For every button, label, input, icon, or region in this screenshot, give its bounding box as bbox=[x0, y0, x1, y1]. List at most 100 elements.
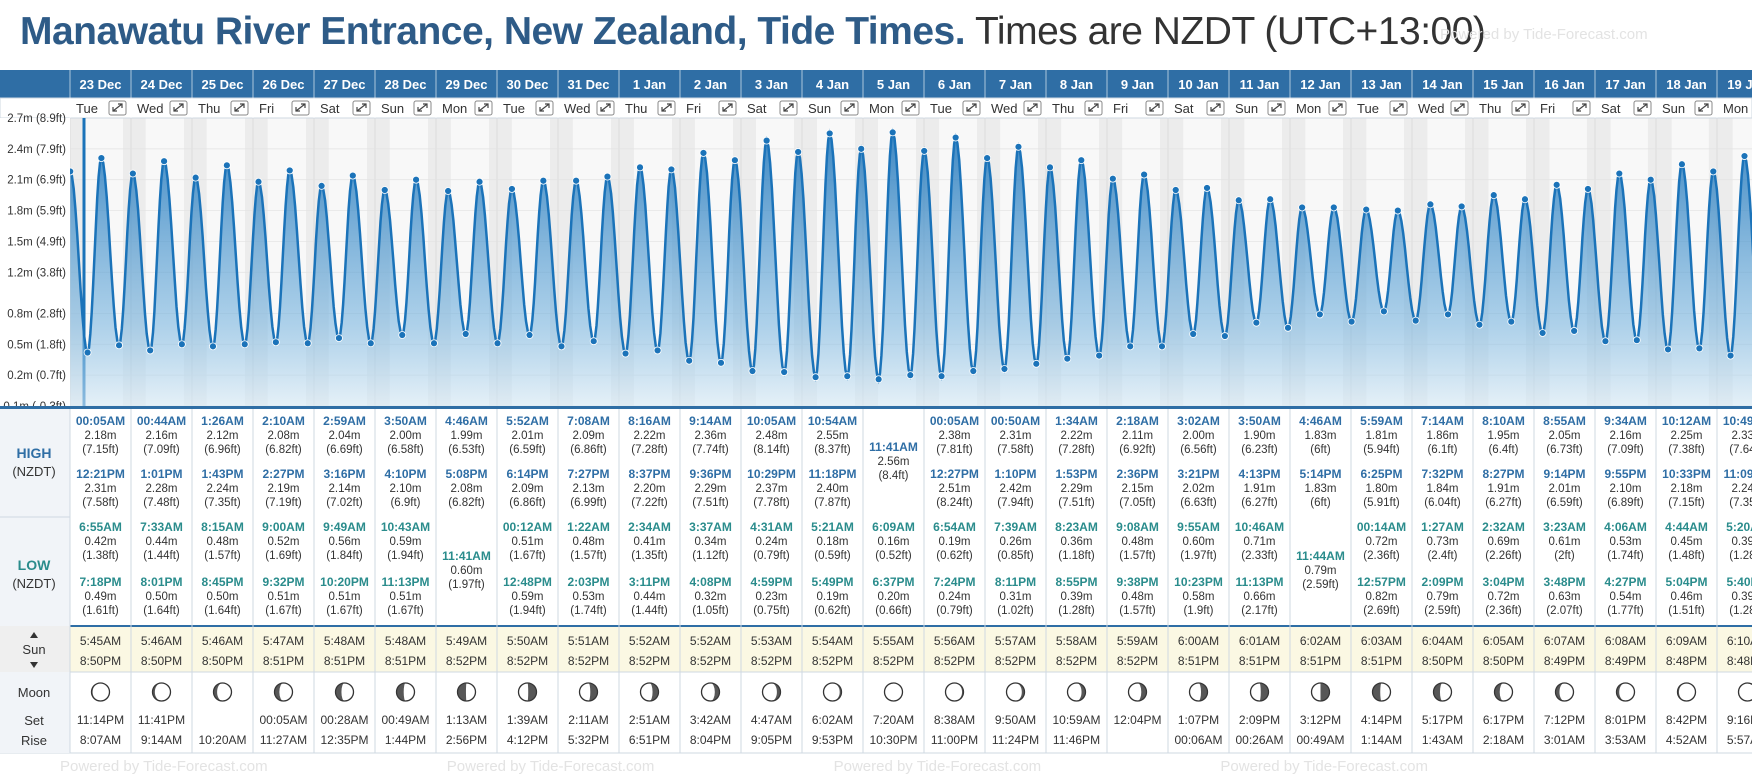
moonrise-time: 9:53PM bbox=[812, 733, 853, 747]
date-label: 13 Jan bbox=[1361, 77, 1402, 92]
low-tide-time: 5:40PM bbox=[1726, 575, 1752, 589]
expand-arrow-icon bbox=[844, 103, 855, 112]
expand-arrow-icon bbox=[295, 103, 306, 112]
high-tide-height: 2.28m bbox=[146, 483, 178, 495]
moonrise-row-label: Rise bbox=[21, 733, 47, 748]
moonset-time: 6:02AM bbox=[812, 713, 853, 727]
low-tide-height: 0.44m bbox=[634, 591, 666, 603]
moon-shadow-icon bbox=[1076, 683, 1086, 701]
sunrise-time: 5:52AM bbox=[629, 634, 670, 648]
y-axis-bg bbox=[0, 118, 70, 406]
sunrise-time: 6:04AM bbox=[1422, 634, 1463, 648]
low-tide-time: 6:54AM bbox=[933, 520, 976, 534]
high-tide-height-ft: (7.28ft) bbox=[631, 444, 668, 456]
sunrise-time: 5:53AM bbox=[751, 634, 792, 648]
high-tide-height-ft: (7.38ft) bbox=[1668, 444, 1705, 456]
low-tide-point bbox=[1726, 351, 1735, 360]
high-tide-height: 1.91m bbox=[1244, 483, 1276, 495]
low-tide-point bbox=[398, 331, 407, 339]
high-tide-time: 12:21PM bbox=[76, 467, 125, 481]
low-tide-time: 3:37AM bbox=[689, 520, 732, 534]
y-tick-label: 1.2m (3.8ft) bbox=[7, 267, 66, 279]
high-tide-height-ft: (7.58ft) bbox=[82, 497, 119, 509]
low-tide-point bbox=[874, 375, 883, 384]
high-tide-height-ft: (7.28ft) bbox=[1058, 444, 1095, 456]
low-tide-point bbox=[1252, 318, 1261, 327]
moon-shadow-icon bbox=[771, 683, 781, 701]
low-tide-height: 0.61m bbox=[1549, 536, 1581, 548]
high-tide-time: 2:18AM bbox=[1116, 414, 1159, 428]
sunset-time: 8:52PM bbox=[1056, 654, 1097, 668]
low-tide-height: 0.19m bbox=[939, 536, 971, 548]
low-tide-height-ft: (1.69ft) bbox=[265, 550, 302, 562]
low-tide-point bbox=[1126, 342, 1135, 351]
low-tide-height: 0.44m bbox=[146, 536, 178, 548]
low-tide-point bbox=[937, 372, 946, 381]
low-tide-height: 0.32m bbox=[695, 591, 727, 603]
low-tide-height: 0.82m bbox=[1366, 591, 1398, 603]
moon-phase-icon bbox=[883, 682, 904, 702]
sunrise-arrow-icon bbox=[30, 632, 38, 638]
low-tide-point bbox=[1632, 336, 1641, 345]
low-tide-height: 0.24m bbox=[756, 536, 788, 548]
y-tick-label: 1.5m (4.9ft) bbox=[7, 236, 66, 248]
low-tide-point bbox=[303, 339, 312, 348]
low-tide-height: 0.49m bbox=[85, 591, 117, 603]
low-tide-point bbox=[1664, 345, 1672, 354]
high-tide-time: 2:10AM bbox=[262, 414, 305, 428]
moonset-time: 11:41PM bbox=[138, 713, 185, 727]
low-tide-time: 4:59PM bbox=[750, 575, 792, 589]
high-tide-time: 11:18PM bbox=[808, 467, 856, 481]
high-tide-time: 1:34AM bbox=[1055, 414, 1098, 428]
high-tide-point bbox=[636, 163, 644, 172]
high-tide-time: 8:27PM bbox=[1482, 467, 1524, 481]
low-row-label: LOW bbox=[18, 557, 51, 573]
high-tide-height-ft: (7.51ft) bbox=[1058, 497, 1095, 509]
high-tide-height: 1.80m bbox=[1366, 483, 1398, 495]
moonset-time: 2:09PM bbox=[1239, 713, 1280, 727]
high-tide-height: 2.09m bbox=[512, 483, 544, 495]
sunrise-time: 5:46AM bbox=[141, 634, 182, 648]
high-tide-point bbox=[1234, 196, 1243, 205]
low-tide-point bbox=[969, 367, 978, 375]
sunrise-time: 5:47AM bbox=[263, 634, 304, 648]
high-tide-point bbox=[1740, 152, 1749, 160]
high-tide-height-ft: (6.96ft) bbox=[204, 444, 241, 456]
low-tide-height-ft: (1.51ft) bbox=[1668, 605, 1705, 617]
high-tide-point bbox=[1393, 206, 1402, 215]
low-tide-height-ft: (1.84ft) bbox=[326, 550, 363, 562]
low-tide-height: 0.31m bbox=[1000, 591, 1032, 603]
high-tide-point bbox=[1615, 169, 1624, 178]
low-tide-height-ft: (1.05ft) bbox=[692, 605, 729, 617]
moonrise-time: 2:18AM bbox=[1483, 733, 1524, 747]
low-tide-height: 0.56m bbox=[329, 536, 361, 548]
high-tide-point bbox=[70, 167, 75, 176]
high-tide-time: 1:26AM bbox=[201, 414, 244, 428]
sunset-time: 8:48PM bbox=[1666, 654, 1707, 668]
high-tide-height-ft: (6.82ft) bbox=[448, 497, 485, 509]
low-tide-point bbox=[115, 341, 123, 350]
high-tide-point bbox=[1171, 186, 1180, 194]
low-tide-time: 9:49AM bbox=[323, 520, 366, 534]
low-tide-height-ft: (0.52ft) bbox=[875, 550, 912, 562]
low-tide-time: 2:09PM bbox=[1421, 575, 1463, 589]
low-tide-time: 9:38PM bbox=[1116, 575, 1158, 589]
low-tide-height: 0.79m bbox=[1427, 591, 1459, 603]
date-label: 29 Dec bbox=[446, 77, 488, 92]
low-tide-height: 0.51m bbox=[390, 591, 422, 603]
low-tide-height: 0.39m bbox=[1732, 536, 1752, 548]
high-tide-point bbox=[1552, 180, 1561, 189]
high-tide-point bbox=[762, 136, 771, 145]
high-tide-point bbox=[731, 156, 739, 165]
low-tide-time: 7:33AM bbox=[140, 520, 183, 534]
sunset-time: 8:50PM bbox=[141, 654, 182, 668]
low-tide-point bbox=[1570, 327, 1579, 335]
low-tide-point bbox=[1380, 307, 1388, 316]
high-tide-height: 2.19m bbox=[268, 483, 300, 495]
low-tide-height-ft: (1.97ft) bbox=[1180, 550, 1217, 562]
moon-shadow-icon bbox=[152, 683, 162, 701]
high-tide-point bbox=[1108, 174, 1117, 183]
sun-row-label: Sun bbox=[22, 642, 45, 657]
moonrise-time: 1:43AM bbox=[1422, 733, 1463, 747]
low-tide-time: 9:08AM bbox=[1116, 520, 1159, 534]
